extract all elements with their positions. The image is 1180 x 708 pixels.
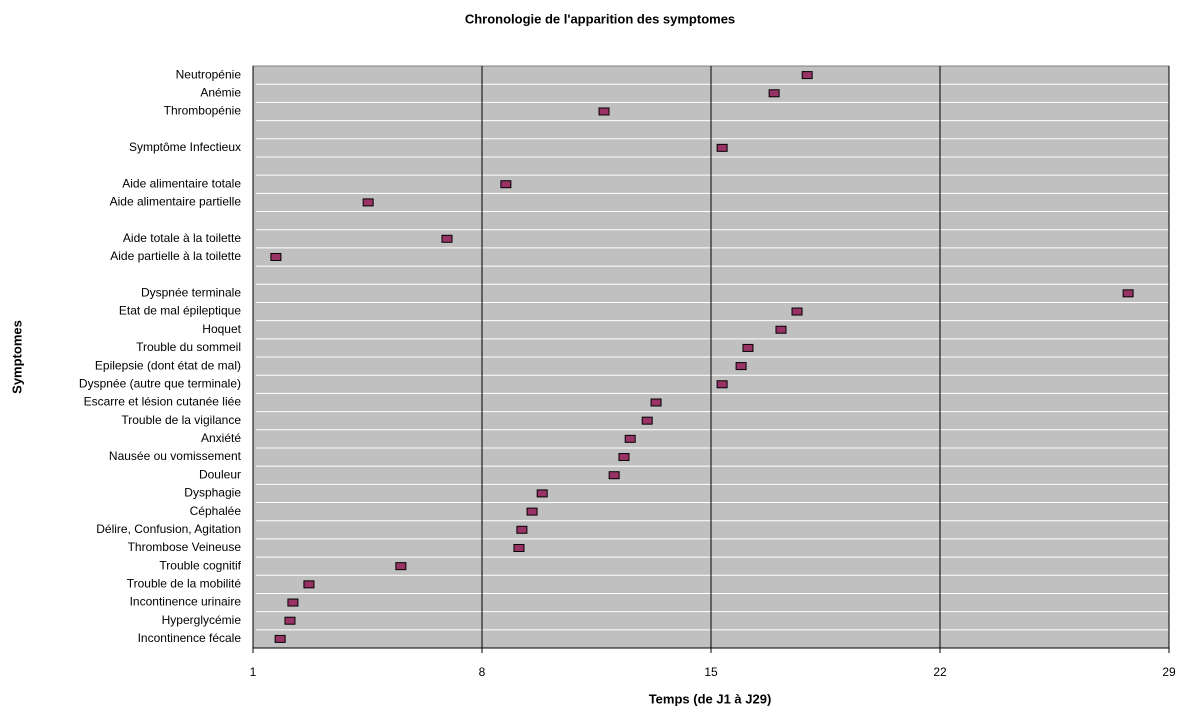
- y-tick-label: Dyspnée terminale: [141, 286, 241, 300]
- y-axis-label: Symptomes: [9, 320, 24, 394]
- marker: [650, 398, 662, 407]
- marker: [791, 307, 803, 316]
- marker: [516, 525, 528, 534]
- marker: [441, 234, 453, 243]
- y-tick-label: Neutropénie: [176, 67, 242, 81]
- x-axis-label: Temps (de J1 à J29): [649, 691, 772, 706]
- marker: [716, 380, 728, 389]
- marker: [284, 616, 296, 625]
- y-tick-label: Thrombopénie: [164, 104, 242, 118]
- marker: [624, 434, 636, 443]
- marker: [608, 471, 620, 480]
- marker: [618, 453, 630, 462]
- marker: [303, 580, 315, 589]
- y-tick-label: Aide partielle à la toilette: [110, 249, 241, 263]
- marker: [513, 543, 525, 552]
- x-tick-label: 8: [479, 665, 486, 679]
- marker: [768, 89, 780, 98]
- x-tick-label: 1: [250, 665, 257, 679]
- x-tick-label: 15: [704, 665, 718, 679]
- y-tick-label: Aide alimentaire partielle: [110, 195, 242, 209]
- marker: [1122, 289, 1134, 298]
- marker: [270, 252, 282, 261]
- y-tick-label: Aide totale à la toilette: [123, 231, 241, 245]
- marker: [395, 562, 407, 571]
- x-tick-label: 29: [1162, 665, 1176, 679]
- y-tick-label: Dysphagie: [184, 486, 241, 500]
- y-tick-label: Dyspnée (autre que terminale): [79, 376, 241, 390]
- y-tick-label: Thrombose Veineuse: [128, 540, 242, 554]
- y-tick-label: Incontinence urinaire: [130, 595, 242, 609]
- marker: [735, 362, 747, 371]
- marker: [500, 180, 512, 189]
- y-tick-label: Délire, Confusion, Agitation: [96, 522, 241, 536]
- y-tick-label: Incontinence fécale: [138, 631, 242, 645]
- y-tick-label: Anxiété: [201, 431, 241, 445]
- y-tick-label: Trouble du sommeil: [136, 340, 241, 354]
- marker: [801, 71, 813, 80]
- y-tick-label: Trouble cognitif: [159, 558, 241, 572]
- marker: [274, 634, 286, 643]
- y-tick-label: Céphalée: [190, 504, 242, 518]
- marker: [598, 107, 610, 116]
- marker: [775, 325, 787, 334]
- y-tick-label: Trouble de la mobilité: [127, 577, 242, 591]
- y-tick-label: Epilepsie (dont état de mal): [95, 358, 241, 372]
- y-tick-label: Escarre et lésion cutanée liée: [84, 395, 242, 409]
- y-tick-label: Etat de mal épileptique: [119, 304, 241, 318]
- marker: [287, 598, 299, 607]
- chart-title: Chronologie de l'apparition des symptome…: [465, 11, 735, 26]
- y-tick-label: Nausée ou vomissement: [109, 449, 242, 463]
- marker: [526, 507, 538, 516]
- x-tick-label: 22: [933, 665, 947, 679]
- marker: [716, 143, 728, 152]
- y-tick-label: Trouble de la vigilance: [121, 413, 241, 427]
- marker: [362, 198, 374, 207]
- marker: [742, 343, 754, 352]
- y-tick-label: Anémie: [200, 85, 241, 99]
- marker: [536, 489, 548, 498]
- y-tick-label: Douleur: [199, 467, 241, 481]
- y-tick-label: Symptôme Infectieux: [129, 140, 241, 154]
- marker: [641, 416, 653, 425]
- y-tick-label: Hyperglycémie: [162, 613, 242, 627]
- y-tick-label: Aide alimentaire totale: [122, 176, 241, 190]
- y-tick-label: Hoquet: [202, 322, 241, 336]
